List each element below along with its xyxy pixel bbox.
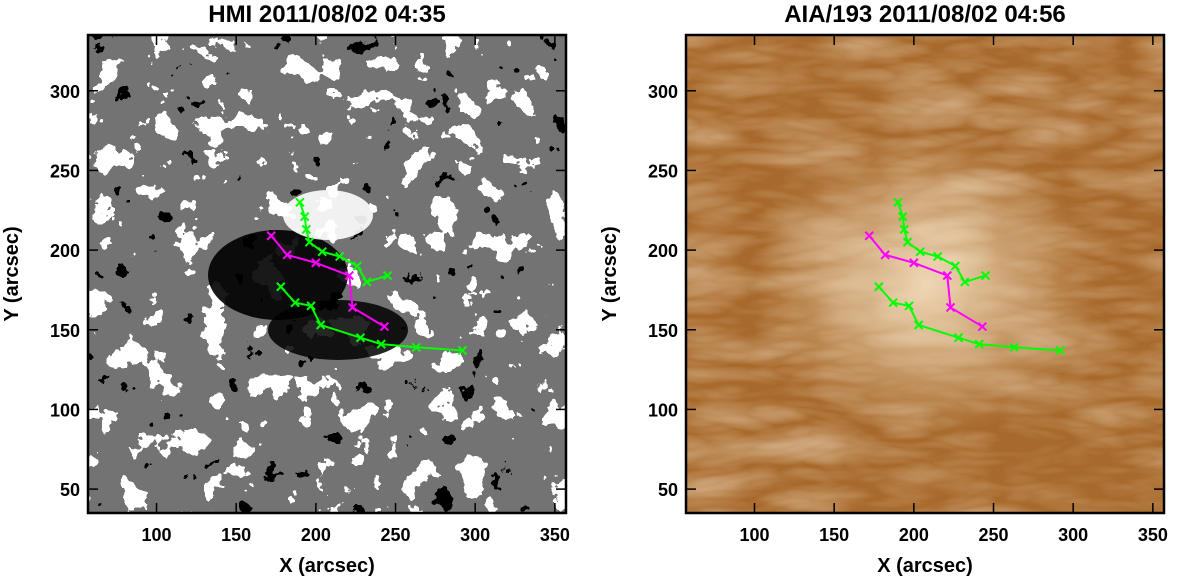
point-marker <box>915 246 925 257</box>
point-marker <box>362 277 372 287</box>
plot-area <box>88 35 566 513</box>
point-marker <box>960 277 970 287</box>
x-tick-label: 300 <box>1058 525 1088 545</box>
y-tick-label: 300 <box>648 82 678 102</box>
x-tick-label: 250 <box>380 525 410 545</box>
point-marker <box>899 224 909 235</box>
point-marker <box>913 320 924 330</box>
point-marker <box>457 345 468 356</box>
x-axis-label: X (arcsec) <box>877 555 973 577</box>
point-marker <box>352 261 362 271</box>
x-tick-label: 100 <box>739 525 769 545</box>
point-marker <box>315 320 326 330</box>
x-tick-label: 150 <box>819 525 849 545</box>
point-marker <box>344 270 355 281</box>
plot-frame <box>86 33 568 515</box>
x-tick-label: 350 <box>1138 525 1168 545</box>
plot-area <box>686 35 1164 513</box>
point-marker <box>950 261 960 271</box>
point-marker <box>290 297 300 308</box>
point-marker <box>902 237 913 247</box>
y-tick-label: 50 <box>658 480 678 500</box>
y-tick-label: 200 <box>648 241 678 261</box>
point-marker <box>980 270 991 281</box>
point-marker <box>382 270 393 281</box>
y-tick-label: 300 <box>50 82 80 102</box>
y-tick-label: 100 <box>648 400 678 420</box>
point-marker <box>880 250 890 260</box>
point-marker <box>974 339 984 349</box>
chart-title: AIA/193 2011/08/02 04:56 <box>784 1 1066 28</box>
point-marker <box>874 282 884 292</box>
point-marker <box>897 211 908 222</box>
point-marker <box>299 211 310 222</box>
series-line <box>280 286 463 352</box>
x-tick-label: 300 <box>460 525 490 545</box>
point-marker <box>355 333 366 343</box>
y-tick-label: 150 <box>50 321 80 341</box>
point-marker <box>306 301 316 311</box>
point-marker <box>977 321 988 332</box>
point-marker <box>1009 342 1019 353</box>
point-marker <box>945 302 956 313</box>
point-marker <box>411 342 421 353</box>
x-tick-label: 100 <box>141 525 171 545</box>
background-spot <box>283 190 373 240</box>
background-spot <box>208 230 348 320</box>
background-glow <box>756 135 1096 435</box>
y-tick-label: 250 <box>50 161 80 181</box>
point-marker <box>282 250 292 260</box>
point-marker <box>304 237 315 247</box>
chart-title: HMI 2011/08/02 04:35 <box>208 1 446 28</box>
y-axis-label: Y (arcsec) <box>1 226 23 321</box>
point-marker <box>864 231 874 241</box>
x-tick-label: 350 <box>540 525 570 545</box>
y-tick-label: 100 <box>50 400 80 420</box>
point-marker <box>335 251 345 262</box>
y-tick-label: 200 <box>50 241 80 261</box>
x-tick-label: 200 <box>899 525 929 545</box>
point-marker <box>266 231 276 241</box>
point-marker <box>311 258 321 268</box>
x-tick-label: 200 <box>301 525 331 545</box>
x-tick-label: 250 <box>978 525 1008 545</box>
point-marker <box>942 270 953 281</box>
point-marker <box>909 258 919 268</box>
point-marker <box>317 246 327 257</box>
y-axis-label: Y (arcsec) <box>599 226 621 321</box>
y-tick-label: 150 <box>648 321 678 341</box>
point-marker <box>347 302 358 313</box>
point-marker <box>933 251 943 262</box>
point-marker <box>301 224 311 235</box>
point-marker <box>953 333 964 343</box>
x-axis-label: X (arcsec) <box>279 555 375 577</box>
y-tick-label: 250 <box>648 161 678 181</box>
x-tick-label: 150 <box>221 525 251 545</box>
point-marker <box>276 282 286 292</box>
plot-frame <box>684 33 1166 515</box>
point-marker <box>295 197 305 208</box>
point-marker <box>1055 345 1066 356</box>
point-marker <box>888 297 898 308</box>
point-marker <box>379 321 390 332</box>
point-marker <box>904 301 914 311</box>
y-tick-label: 50 <box>60 480 80 500</box>
point-marker <box>893 197 903 208</box>
series-line <box>878 286 1061 352</box>
point-marker <box>376 339 386 349</box>
